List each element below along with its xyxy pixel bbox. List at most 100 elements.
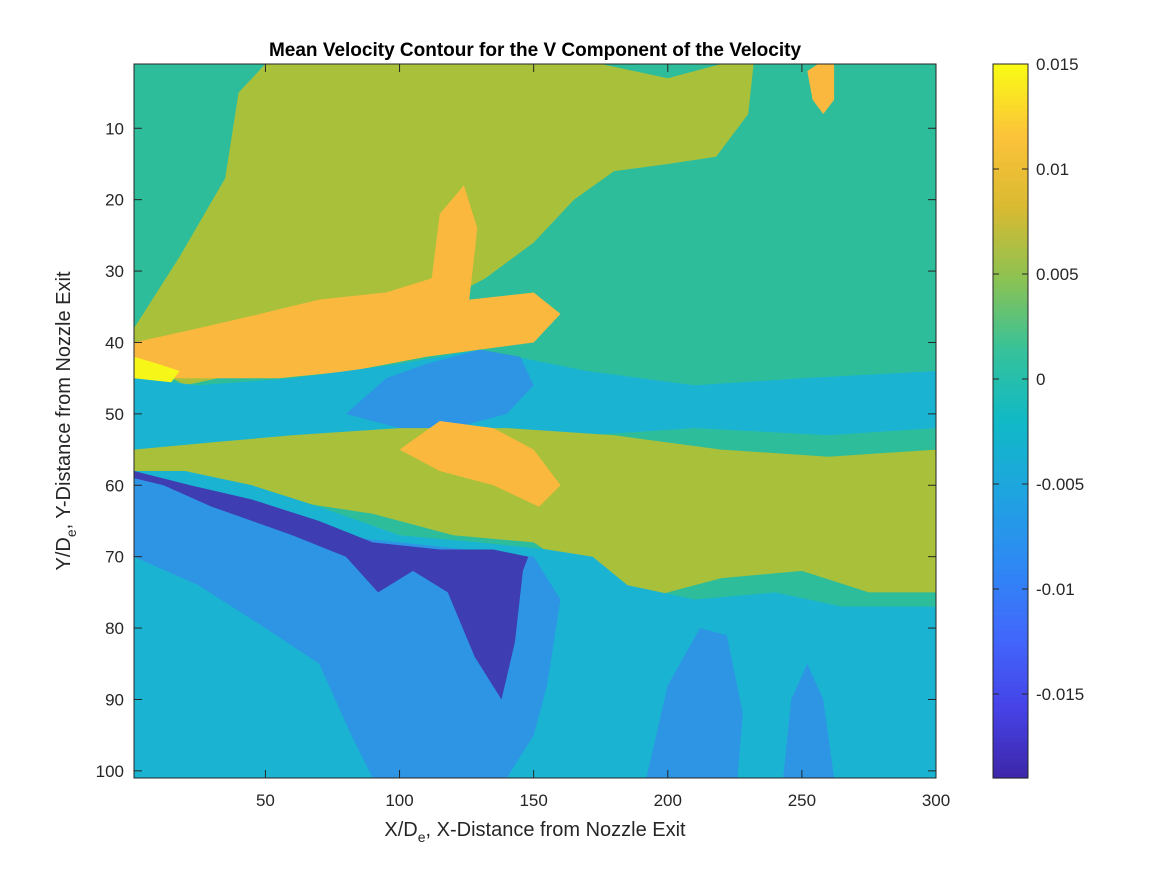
colorbar-segment (993, 349, 1028, 356)
colorbar-segment (993, 344, 1028, 351)
colorbar-segment (993, 120, 1028, 126)
colorbar-segment (993, 737, 1028, 743)
colorbar-segment (993, 477, 1028, 483)
colorbar-frame (992, 63, 1029, 779)
colorbar-segment (993, 431, 1028, 437)
colorbar-segment (993, 742, 1028, 748)
colorbar-segment (993, 553, 1028, 560)
contour-region-lower-strong-negative-11 (134, 471, 561, 778)
colorbar-segment (993, 375, 1028, 381)
colorbar-segment (993, 732, 1028, 738)
colorbar-segment (993, 400, 1028, 407)
colorbar-segment (993, 125, 1028, 131)
x-axis-label-subscript: e (418, 829, 426, 845)
colorbar-segment (993, 604, 1028, 611)
colorbar-segment (993, 385, 1028, 391)
colorbar-segment (993, 543, 1028, 550)
colorbar-segment (993, 273, 1028, 279)
colorbar-segment (993, 757, 1028, 764)
colorbar-segment (993, 676, 1028, 682)
colorbar-segment (993, 206, 1028, 213)
colorbar-segment (993, 512, 1028, 519)
y-tick-label: 60 (105, 476, 124, 495)
y-tick-label: 50 (105, 405, 124, 424)
colorbar-segment (993, 252, 1028, 259)
contour-region-center-strong-negative-6 (345, 349, 534, 429)
colorbar-segment (993, 109, 1028, 116)
contour-region-lower-positive-band-7 (134, 428, 936, 600)
x-axis-label-main: X/D (384, 819, 417, 841)
colorbar-segment (993, 354, 1028, 361)
colorbar-segment (993, 614, 1028, 621)
x-tick-label: 250 (788, 791, 816, 810)
plot-frame (133, 63, 937, 779)
colorbar-segment (993, 681, 1028, 687)
colorbar-segment (993, 665, 1028, 672)
colorbar-segment (993, 104, 1028, 111)
colorbar-segment (993, 324, 1028, 330)
contour-region-lower-shear-layer-8 (399, 421, 561, 507)
colorbar-segment (993, 507, 1028, 514)
colorbar-segment (993, 191, 1028, 198)
colorbar-segment (993, 74, 1028, 80)
colorbar-tick-label: 0.015 (1036, 55, 1079, 74)
colorbar-segment (993, 64, 1028, 70)
colorbar-segment (993, 217, 1028, 223)
colorbar-tick-label: -0.01 (1036, 580, 1075, 599)
colorbar-segment (993, 201, 1028, 208)
colorbar-segment (993, 533, 1028, 539)
y-axis-label: Y/De, Y-Distance from Nozzle Exit (53, 271, 79, 570)
colorbar-segment (993, 115, 1028, 121)
x-tick-label: 50 (256, 791, 275, 810)
colorbar-segment (993, 747, 1028, 754)
colorbar-segment (993, 517, 1028, 524)
colorbar-segment (993, 563, 1028, 570)
colorbar-segment (993, 79, 1028, 85)
colorbar-segment (993, 436, 1028, 442)
colorbar-segment (993, 441, 1028, 448)
colorbar-segment (993, 691, 1028, 697)
colorbar-segment (993, 370, 1028, 376)
colorbar-segment (993, 426, 1028, 432)
colorbar-segment (993, 701, 1028, 708)
colorbar-segment (993, 696, 1028, 703)
x-tick-label: 150 (519, 791, 547, 810)
colorbar-segment (993, 160, 1028, 167)
colorbar-segment (993, 222, 1028, 228)
colorbar-segment (993, 135, 1028, 142)
y-axis-label-rest: , Y-Distance from Nozzle Exit (53, 271, 75, 529)
x-axis-label-rest: , X-Distance from Nozzle Exit (426, 819, 687, 841)
colorbar-segment (993, 405, 1028, 412)
colorbar (993, 64, 1028, 779)
colorbar-segment (993, 415, 1028, 422)
colorbar-segment (993, 262, 1028, 269)
colorbar-segment (993, 609, 1028, 616)
colorbar-segment (993, 130, 1028, 136)
colorbar-segment (993, 283, 1028, 289)
colorbar-segment (993, 303, 1028, 310)
colorbar-segment (993, 645, 1028, 652)
y-tick-label: 80 (105, 619, 124, 638)
contour-region-center-negative-band-5 (134, 349, 936, 457)
colorbar-segment (993, 196, 1028, 203)
colorbar-segment (993, 84, 1028, 91)
colorbar-segment (993, 472, 1028, 478)
y-tick-label: 30 (105, 262, 124, 281)
colorbar-segment (993, 670, 1028, 677)
colorbar-segment (993, 99, 1028, 106)
colorbar-segment (993, 538, 1028, 544)
colorbar-segment (993, 288, 1028, 295)
colorbar-segment (993, 446, 1028, 453)
contour-region-upper-shear-layer-2 (134, 185, 561, 379)
colorbar-segment (993, 762, 1028, 769)
chart-title: Mean Velocity Contour for the V Componen… (269, 40, 801, 61)
y-axis: 10 20 30 40 50 60 70 80 90 100 (96, 119, 936, 781)
y-tick-label: 100 (96, 762, 124, 781)
colorbar-segment (993, 706, 1028, 713)
colorbar-segment (993, 227, 1028, 233)
colorbar-segment (993, 359, 1028, 366)
colorbar-segment (993, 69, 1028, 75)
colorbar-segment (993, 395, 1028, 402)
colorbar-segment (993, 339, 1028, 346)
